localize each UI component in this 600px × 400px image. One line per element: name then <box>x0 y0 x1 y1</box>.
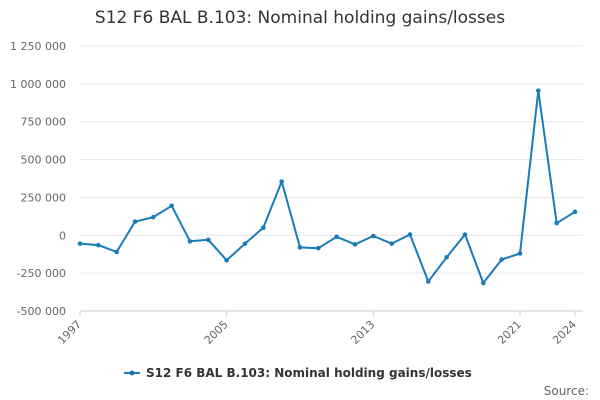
data-point <box>444 254 449 260</box>
data-point <box>481 280 486 286</box>
series-layer <box>77 88 578 286</box>
data-point <box>499 257 504 262</box>
y-tick-label: 500 000 <box>21 154 67 167</box>
data-point <box>224 257 229 263</box>
gridlines <box>80 45 583 312</box>
y-tick-label: 750 000 <box>21 116 67 129</box>
data-point <box>77 241 83 246</box>
legend-label[interactable]: S12 F6 BAL B.103: Nominal holding gains/… <box>146 366 472 380</box>
chart-title: S12 F6 BAL B.103: Nominal holding gains/… <box>94 8 506 28</box>
data-point <box>297 245 303 250</box>
data-point <box>316 245 321 251</box>
data-point <box>132 219 138 224</box>
data-point <box>279 179 284 184</box>
legend-marker <box>129 370 135 376</box>
data-point <box>462 232 468 237</box>
data-point <box>169 203 174 209</box>
data-point <box>517 251 523 256</box>
data-point <box>151 214 156 220</box>
y-axis: 1 250 000 1 000 000 750 000 500 000 250 000 0… <box>10 40 66 318</box>
data-point <box>426 279 431 284</box>
data-point <box>206 237 211 243</box>
y-tick-label: -250 000 <box>17 267 66 280</box>
data-point <box>352 242 358 247</box>
data-point <box>261 225 266 231</box>
data-point <box>371 233 376 239</box>
data-point <box>334 234 339 240</box>
source-label[interactable]: Source: <box>544 384 589 398</box>
x-tick-label: 2021 <box>495 318 524 347</box>
data-point <box>114 249 119 255</box>
x-tick-label: 2024 <box>550 318 579 347</box>
data-point <box>187 239 193 244</box>
y-tick-label: 0 <box>59 229 66 242</box>
series-line <box>79 89 576 284</box>
data-point <box>389 241 394 246</box>
data-point <box>96 242 101 248</box>
data-point <box>242 241 248 246</box>
y-tick-label: 1 250 000 <box>10 40 66 53</box>
x-tick-label: 2013 <box>348 318 377 347</box>
data-point <box>572 209 578 215</box>
y-tick-label: 1 000 000 <box>10 78 66 91</box>
y-tick-label: 250 000 <box>21 191 67 204</box>
data-point <box>407 232 413 237</box>
legend[interactable]: S12 F6 BAL B.103: Nominal holding gains/… <box>124 366 472 380</box>
data-point <box>536 88 541 93</box>
y-tick-label: -500 000 <box>17 305 66 318</box>
data-point <box>554 220 559 226</box>
x-tick-label: 2005 <box>202 318 231 347</box>
x-tick-label: 1997 <box>55 318 84 347</box>
x-axis: 1997 2005 2013 2021 2024 <box>55 310 583 347</box>
